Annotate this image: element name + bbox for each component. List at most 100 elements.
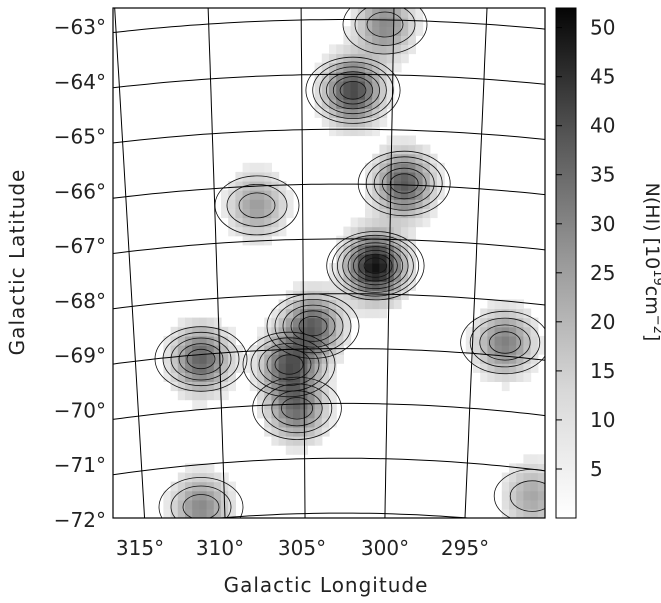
heat-cell	[393, 17, 402, 27]
heat-cell	[249, 363, 258, 373]
heat-cell	[192, 372, 200, 382]
colorbar-label-main: N(HI) [10	[641, 183, 661, 270]
colorbar-tick-label: 25	[590, 261, 615, 285]
heat-cell	[307, 290, 316, 300]
heat-cell	[192, 381, 200, 392]
heat-cell	[350, 290, 359, 300]
heat-cell	[393, 181, 402, 191]
heat-cell	[523, 454, 532, 464]
x-tick-label: 305°	[278, 536, 326, 560]
heat-cell	[278, 372, 287, 382]
heat-cell	[307, 426, 316, 437]
heat-cell	[343, 71, 352, 82]
heat-cell	[206, 345, 215, 355]
heat-cell	[365, 108, 373, 118]
heat-cell	[372, 35, 380, 45]
heat-cell	[242, 217, 251, 228]
heat-cell	[473, 345, 481, 355]
heat-cell	[293, 408, 301, 419]
heat-cell	[300, 308, 308, 319]
heat-cell	[487, 299, 496, 310]
heat-cell	[473, 354, 481, 364]
heat-cell	[314, 99, 323, 109]
heat-cell	[422, 190, 431, 200]
heat-cell	[537, 454, 545, 464]
heat-cell	[357, 71, 366, 82]
heat-cell	[501, 345, 510, 355]
latitude-gridline	[113, 183, 545, 199]
heat-cell	[516, 372, 524, 382]
heat-cell	[242, 226, 251, 237]
heat-cell	[257, 390, 265, 401]
heat-cell	[285, 326, 294, 337]
heat-cell	[415, 162, 424, 173]
heat-cell	[206, 317, 215, 328]
heat-cell	[350, 263, 359, 273]
heat-cell	[170, 508, 179, 518]
x-axis-title: Galactic Longitude	[224, 573, 429, 597]
heat-cell	[393, 144, 402, 155]
heat-cell	[329, 90, 337, 100]
heat-cell	[487, 335, 496, 346]
heat-cell	[285, 417, 294, 428]
heat-cell	[336, 272, 344, 282]
heat-cell	[321, 390, 330, 401]
heat-cell	[177, 499, 186, 510]
heat-cell	[509, 335, 517, 346]
heat-cell	[314, 436, 323, 446]
heat-cell	[530, 363, 539, 373]
heat-cell	[379, 8, 388, 18]
heat-cell	[530, 317, 539, 328]
heat-cell	[523, 335, 532, 346]
heat-cell	[473, 363, 481, 373]
heat-cell	[393, 299, 402, 310]
heat-cell	[393, 208, 402, 219]
heat-cell	[257, 345, 265, 355]
heat-cell	[185, 372, 193, 382]
heat-cell	[408, 162, 416, 173]
heat-cell	[257, 326, 265, 337]
heat-cell	[257, 162, 265, 173]
heat-cell	[228, 181, 236, 191]
heat-cell	[228, 335, 236, 346]
heat-cell	[170, 490, 179, 501]
heat-cell	[350, 126, 359, 137]
heat-cell	[221, 390, 229, 401]
heat-cell	[307, 408, 316, 419]
heat-cell	[487, 372, 496, 382]
heat-cell	[343, 80, 352, 91]
heat-cell	[228, 345, 236, 355]
heat-cell	[379, 90, 388, 100]
contour-line	[274, 298, 352, 354]
heat-cell	[343, 44, 352, 55]
heat-cell	[415, 144, 424, 155]
heat-cell	[523, 481, 532, 492]
latitude-gridline	[113, 19, 545, 34]
heat-cell	[350, 26, 359, 36]
heat-cell	[365, 181, 373, 191]
heat-cell	[523, 354, 532, 364]
heat-cell	[386, 26, 395, 36]
contour-line	[357, 150, 451, 217]
heat-cell	[192, 354, 200, 364]
heat-cell	[285, 354, 294, 364]
heat-cell	[192, 490, 200, 501]
heat-cell	[285, 363, 294, 373]
heat-cell	[336, 44, 344, 55]
heat-cell	[365, 90, 373, 100]
heat-cell	[386, 35, 395, 45]
heat-cell	[221, 490, 229, 501]
heat-cell	[357, 90, 366, 100]
heat-cell	[343, 53, 352, 64]
heat-cell	[429, 162, 438, 173]
heat-cell	[206, 481, 215, 492]
contour-line	[258, 343, 320, 386]
heat-cell	[213, 372, 222, 382]
heat-cell	[372, 26, 380, 36]
heat-cell	[401, 244, 409, 255]
heat-cell	[213, 326, 222, 337]
heat-cell	[401, 17, 409, 27]
heat-cell	[516, 508, 524, 518]
heat-cell	[365, 35, 373, 45]
heat-cell	[372, 217, 380, 228]
